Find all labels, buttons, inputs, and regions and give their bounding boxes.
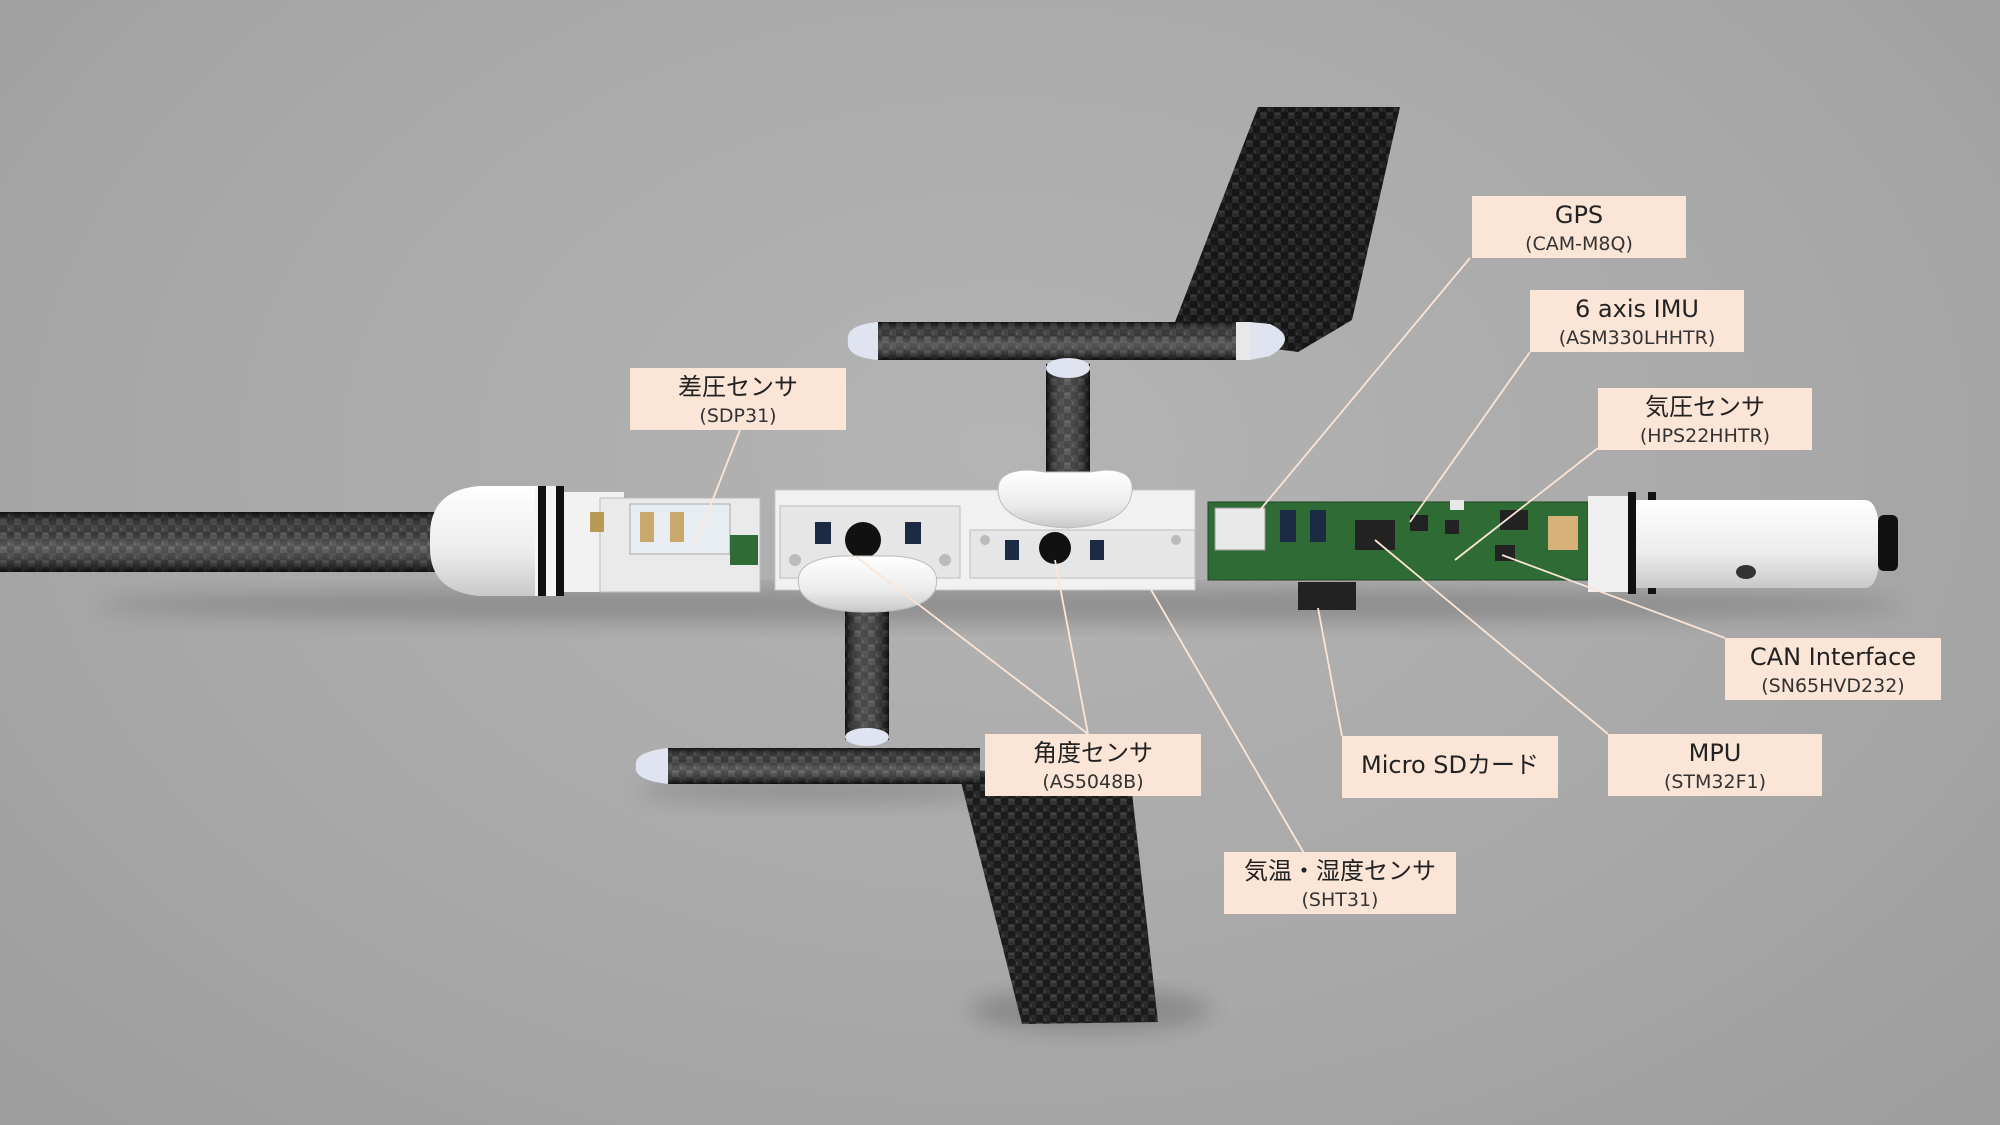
tail-cap <box>1588 492 1898 594</box>
callout-microsd-card-name: Micro SDカード <box>1361 751 1539 779</box>
callout-microsd-card: Micro SDカード <box>1342 736 1558 798</box>
callout-gps-name: GPS <box>1554 201 1604 229</box>
upper-tail-fin <box>1170 107 1400 352</box>
pcb-board <box>1207 500 1589 610</box>
lower-strut-mount <box>798 555 937 613</box>
callout-gps: GPS (CAM-M8Q) <box>1472 196 1686 258</box>
callout-differential-pressure-sensor: 差圧センサ (SDP31) <box>630 368 846 430</box>
callout-can-interface-name: CAN Interface <box>1749 643 1917 671</box>
callout-barometric-sensor-part: (HPS22HHTR) <box>1639 424 1771 447</box>
pitot-rod <box>0 512 445 572</box>
callout-can-interface-part: (SN65HVD232) <box>1761 674 1905 697</box>
callout-differential-pressure-sensor-name: 差圧センサ <box>678 373 798 401</box>
callout-temperature-humidity-sensor-part: (SHT31) <box>1301 888 1379 911</box>
callout-temperature-humidity-sensor-name: 気温・湿度センサ <box>1244 857 1436 885</box>
pressure-sensor-assembly <box>590 497 761 593</box>
callout-angle-sensor: 角度センサ (AS5048B) <box>985 734 1201 796</box>
callout-barometric-sensor: 気圧センサ (HPS22HHTR) <box>1598 388 1812 450</box>
lower-tail-fin <box>958 770 1158 1024</box>
callout-mpu-part: (STM32F1) <box>1663 770 1767 793</box>
callout-gps-part: (CAM-M8Q) <box>1525 232 1633 255</box>
upper-strut-mount <box>997 469 1133 529</box>
callout-angle-sensor-name: 角度センサ <box>1033 739 1153 767</box>
callout-can-interface: CAN Interface (SN65HVD232) <box>1725 638 1941 700</box>
callout-angle-sensor-part: (AS5048B) <box>1042 770 1144 793</box>
callout-mpu-name: MPU <box>1688 739 1742 767</box>
callout-temperature-humidity-sensor: 気温・湿度センサ (SHT31) <box>1224 852 1456 914</box>
lower-boom <box>635 748 980 784</box>
callout-mpu: MPU (STM32F1) <box>1608 734 1822 796</box>
callout-imu-part: (ASM330LHHTR) <box>1558 326 1716 349</box>
callout-imu-name: 6 axis IMU <box>1575 295 1699 323</box>
nose-cone <box>430 486 624 596</box>
upper-boom <box>847 322 1285 360</box>
callout-differential-pressure-sensor-part: (SDP31) <box>699 404 777 427</box>
callout-imu: 6 axis IMU (ASM330LHHTR) <box>1530 290 1744 352</box>
lower-strut <box>845 590 889 746</box>
callout-barometric-sensor-name: 気圧センサ <box>1645 393 1765 421</box>
leader-lines <box>694 257 1726 856</box>
upper-strut <box>1046 358 1090 482</box>
